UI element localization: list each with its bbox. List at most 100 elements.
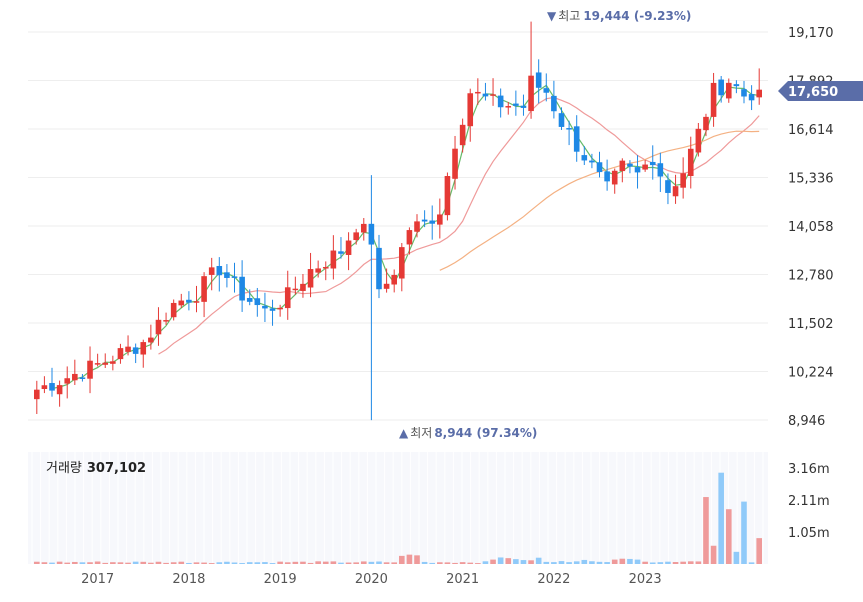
volume-bar	[444, 562, 451, 564]
candle	[155, 307, 162, 346]
candle-body	[611, 170, 618, 185]
candle-body	[619, 160, 626, 172]
volume-bar	[657, 562, 664, 564]
low-value: 8,944 (97.34%)	[434, 426, 537, 440]
volume-tick-label: 3.16m	[788, 462, 830, 477]
volume-bar	[604, 562, 610, 564]
candle	[634, 155, 641, 189]
volume-bar	[680, 561, 686, 564]
volume-bar	[254, 562, 261, 564]
volume-bar	[383, 562, 390, 564]
candle-body	[414, 221, 420, 232]
candle	[452, 135, 458, 190]
price-tick-label: 10,224	[788, 366, 834, 381]
candle	[132, 343, 139, 364]
candle-body	[421, 219, 428, 222]
volume-bar	[756, 538, 762, 564]
volume-bar	[117, 562, 124, 564]
candle-body	[292, 288, 299, 291]
candle-body	[125, 346, 131, 352]
volume-bar	[672, 562, 679, 564]
volume-grid	[28, 452, 768, 564]
volume-bar	[535, 557, 542, 564]
volume-bar	[315, 561, 321, 564]
volume-bar	[642, 561, 648, 564]
volume-bar	[49, 562, 55, 564]
low-annotation: ▲ 최저 8,944 (97.34%)	[399, 426, 537, 440]
volume-bar	[353, 562, 359, 564]
price-tick-label: 15,336	[788, 172, 834, 187]
candle-body	[467, 93, 474, 127]
candle-body	[284, 287, 291, 309]
candle-body	[277, 307, 283, 310]
volume-bar	[741, 501, 747, 564]
volume-tick-label: 2.11m	[788, 494, 830, 509]
volume-bar	[345, 562, 352, 564]
candle-body	[406, 230, 413, 245]
candle-body	[756, 89, 762, 98]
volume-bar	[475, 563, 481, 564]
volume-bar	[482, 561, 489, 564]
x-tick-label: 2023	[629, 572, 662, 587]
candle-body	[513, 103, 519, 106]
volume-bar	[94, 561, 101, 564]
volume-bar	[520, 560, 527, 564]
candle-body	[710, 82, 717, 117]
candle	[72, 359, 78, 385]
volume-bar	[490, 559, 496, 564]
candle	[619, 158, 626, 183]
volume-bar	[102, 562, 109, 564]
candle-body	[649, 161, 656, 166]
candle-body	[452, 148, 458, 179]
candle	[627, 160, 633, 174]
candle	[528, 21, 534, 119]
candle-body	[376, 247, 382, 290]
low-marker: ▲	[399, 426, 409, 440]
candle-body	[543, 88, 550, 93]
candle-body	[665, 180, 671, 193]
candle	[725, 78, 732, 103]
volume-bar	[246, 562, 253, 564]
volume-bar	[421, 561, 428, 564]
volume-bar	[513, 559, 519, 564]
volume-panel-background	[28, 452, 768, 564]
volume-bar	[581, 559, 588, 564]
candle-body	[383, 283, 390, 289]
volume-bar	[186, 562, 192, 564]
price-tick-label: 12,780	[788, 269, 834, 284]
candle	[216, 257, 223, 292]
volume-bar	[687, 561, 694, 564]
candle	[642, 159, 648, 172]
candle-body	[429, 220, 436, 224]
candle	[170, 299, 177, 321]
candle	[513, 90, 519, 116]
volume-bar	[224, 561, 230, 564]
candle-body	[581, 155, 588, 161]
high-label: 최고	[558, 9, 580, 23]
volume-bar	[170, 562, 177, 564]
volume-bar	[497, 557, 504, 564]
volume-bars	[34, 472, 762, 564]
candle	[703, 113, 709, 137]
volume-bar	[178, 561, 185, 564]
price-tick-label: 19,170	[788, 26, 834, 41]
candle-body	[201, 276, 207, 302]
volume-bar	[201, 562, 207, 564]
high-annotation: ▼ 최고 19,444 (-9.23%)	[547, 9, 691, 23]
x-tick-label: 2021	[446, 572, 479, 587]
volume-bar	[34, 561, 40, 564]
candle	[414, 214, 420, 238]
volume-bar	[338, 562, 344, 564]
candle	[231, 262, 238, 293]
volume-bar	[634, 559, 641, 564]
candle	[589, 153, 595, 169]
candle-body	[475, 91, 481, 94]
candle-body	[94, 363, 101, 365]
volume-bar	[399, 555, 405, 564]
candle	[665, 173, 671, 205]
candle	[695, 123, 702, 157]
candle	[239, 260, 245, 312]
x-tick-label: 2018	[172, 572, 205, 587]
volume-bar	[414, 555, 420, 564]
